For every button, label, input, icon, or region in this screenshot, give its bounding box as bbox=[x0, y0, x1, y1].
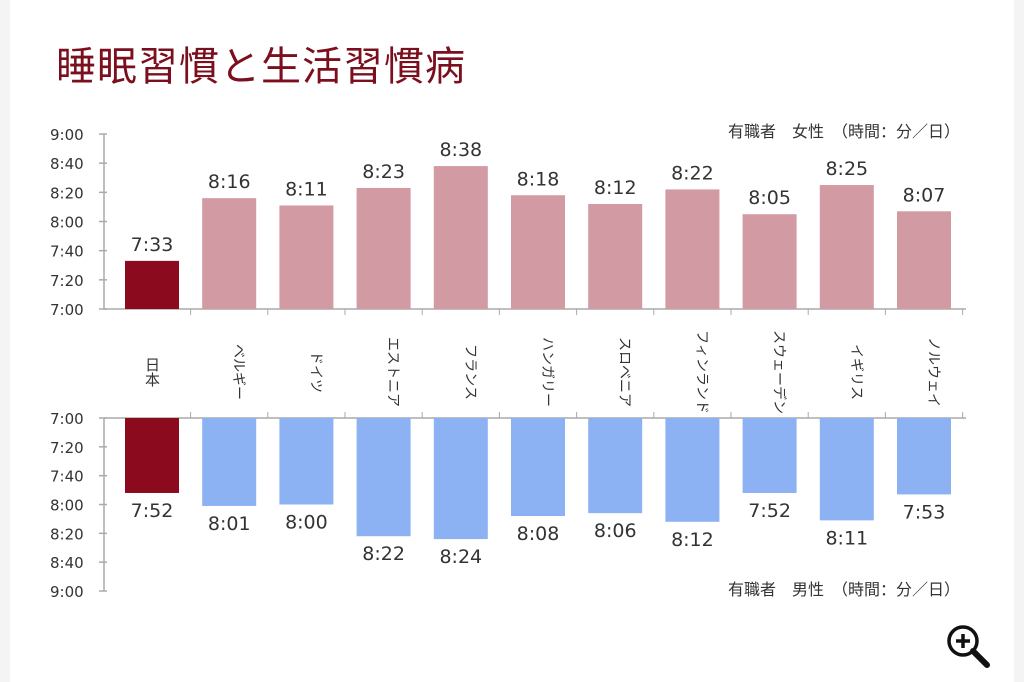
data-label: 8:12 bbox=[671, 529, 714, 551]
category-label: フィンランド bbox=[693, 330, 709, 414]
data-label: 8:23 bbox=[362, 161, 405, 183]
y-tick-label: 8:20 bbox=[50, 184, 84, 202]
chart-subtitle: 有職者 男性 （時間：分／日） bbox=[728, 580, 960, 599]
y-tick-label: 7:00 bbox=[50, 301, 84, 319]
sleep-chart: 7:00 7:20 7:40 8:00 8:20 8:40 9:00 有職者 女性 （時間：分… bbox=[50, 122, 966, 601]
data-label: 8:07 bbox=[903, 184, 946, 206]
data-label: 7:53 bbox=[903, 501, 946, 523]
category-label: スロベニア bbox=[616, 337, 632, 407]
data-label: 7:33 bbox=[131, 234, 174, 256]
y-tick-label: 7:20 bbox=[50, 272, 84, 290]
data-label: 8:22 bbox=[362, 543, 405, 565]
bar bbox=[742, 214, 797, 309]
bar bbox=[125, 260, 179, 309]
category-label: ハンガリー bbox=[539, 337, 555, 407]
bar bbox=[511, 195, 565, 309]
bar bbox=[588, 204, 643, 309]
bar bbox=[356, 187, 411, 309]
chart-subtitle: 有職者 女性 （時間：分／日） bbox=[728, 122, 960, 141]
data-label: 7:52 bbox=[748, 500, 791, 522]
bar bbox=[665, 189, 720, 309]
bar bbox=[588, 418, 643, 514]
y-tick-label: 7:40 bbox=[50, 468, 84, 486]
category-label: ベルギー bbox=[230, 344, 246, 400]
data-label: 8:08 bbox=[517, 523, 560, 545]
bar bbox=[819, 418, 874, 521]
y-tick-label: 8:00 bbox=[50, 497, 84, 515]
data-label: 8:00 bbox=[285, 512, 328, 534]
bar bbox=[897, 418, 951, 495]
data-label: 8:05 bbox=[748, 187, 791, 209]
bar bbox=[279, 418, 334, 505]
bar bbox=[202, 198, 257, 309]
page-title: 睡眠習慣と生活習慣病 bbox=[56, 44, 466, 90]
data-label: 8:24 bbox=[439, 546, 482, 568]
data-label: 7:52 bbox=[131, 500, 174, 522]
category-label: フランス bbox=[462, 344, 478, 400]
category-label: ノルウェイ bbox=[925, 337, 941, 407]
y-tick-label: 9:00 bbox=[50, 583, 84, 601]
bar bbox=[433, 418, 488, 540]
bar bbox=[819, 185, 874, 309]
category-label: 日本 bbox=[143, 357, 161, 387]
y-tick-label: 9:00 bbox=[50, 126, 84, 144]
data-label: 8:11 bbox=[825, 527, 868, 549]
data-label: 8:22 bbox=[671, 162, 714, 184]
y-tick-label: 8:20 bbox=[50, 525, 84, 543]
data-label: 8:25 bbox=[825, 158, 868, 180]
bar bbox=[279, 205, 334, 309]
category-label: スウェーデン bbox=[771, 330, 788, 414]
bar bbox=[202, 418, 257, 506]
bar bbox=[433, 166, 488, 309]
y-tick-label: 8:40 bbox=[50, 554, 84, 572]
y-tick-label: 8:40 bbox=[50, 155, 84, 173]
zoom-in-icon[interactable] bbox=[944, 622, 992, 670]
bar bbox=[897, 211, 951, 309]
bar bbox=[511, 418, 565, 517]
y-tick-label: 7:20 bbox=[50, 439, 84, 457]
bar bbox=[665, 418, 720, 522]
data-label: 8:11 bbox=[285, 178, 328, 200]
category-label: ドイツ bbox=[307, 351, 323, 393]
data-label: 8:16 bbox=[208, 171, 251, 193]
data-label: 8:12 bbox=[594, 177, 637, 199]
bar bbox=[356, 418, 411, 537]
data-label: 8:01 bbox=[208, 513, 251, 535]
category-label: エストニア bbox=[385, 337, 401, 407]
data-label: 8:18 bbox=[517, 168, 560, 190]
data-label: 8:38 bbox=[439, 139, 482, 161]
y-tick-label: 7:40 bbox=[50, 243, 84, 261]
data-label: 8:06 bbox=[594, 520, 637, 542]
y-tick-label: 8:00 bbox=[50, 214, 84, 232]
category-label: イギリス bbox=[848, 344, 864, 400]
chart-card: 睡眠習慣と生活習慣病 7:00 7:20 7:40 8:00 8:20 8:40 9:00 有… bbox=[10, 0, 1014, 682]
bar bbox=[742, 418, 797, 493]
y-tick-label: 7:00 bbox=[50, 410, 84, 428]
bar bbox=[125, 418, 179, 493]
